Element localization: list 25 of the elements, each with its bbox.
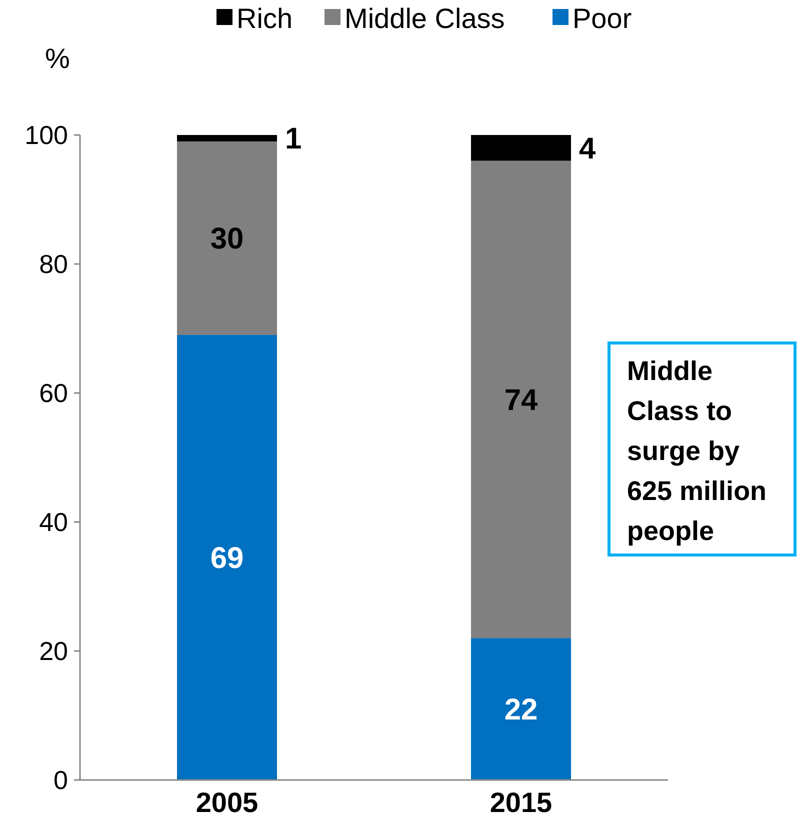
data-label: 22: [504, 694, 538, 727]
bar: [471, 160, 571, 638]
legend-label: Poor: [572, 2, 632, 34]
legend-label: Rich: [236, 2, 293, 34]
data-label: 4: [579, 132, 596, 166]
legend-label: Middle Class: [344, 2, 505, 34]
bar: [471, 638, 571, 780]
y-tick-label: 100: [24, 120, 68, 150]
bar: [177, 141, 277, 335]
y-tick-label: 0: [54, 765, 68, 796]
data-label: 1: [285, 122, 302, 156]
data-label: 30: [210, 222, 244, 256]
y-tick-label: 80: [39, 249, 68, 280]
bar: [177, 334, 277, 780]
data-label: 69: [210, 542, 244, 575]
data-label: 74: [504, 384, 538, 417]
y-axis-title: %: [45, 43, 70, 74]
y-tick-label: 60: [39, 378, 68, 408]
annotation: Middle Class to surge by 625 million people: [627, 356, 767, 546]
x-tick-label: 2005: [196, 787, 258, 818]
bar: [177, 135, 277, 142]
x-tick-label: 2015: [490, 787, 552, 818]
y-tick-label: 20: [39, 636, 68, 666]
y-tick-label: 40: [39, 507, 68, 538]
bar: [471, 135, 571, 161]
